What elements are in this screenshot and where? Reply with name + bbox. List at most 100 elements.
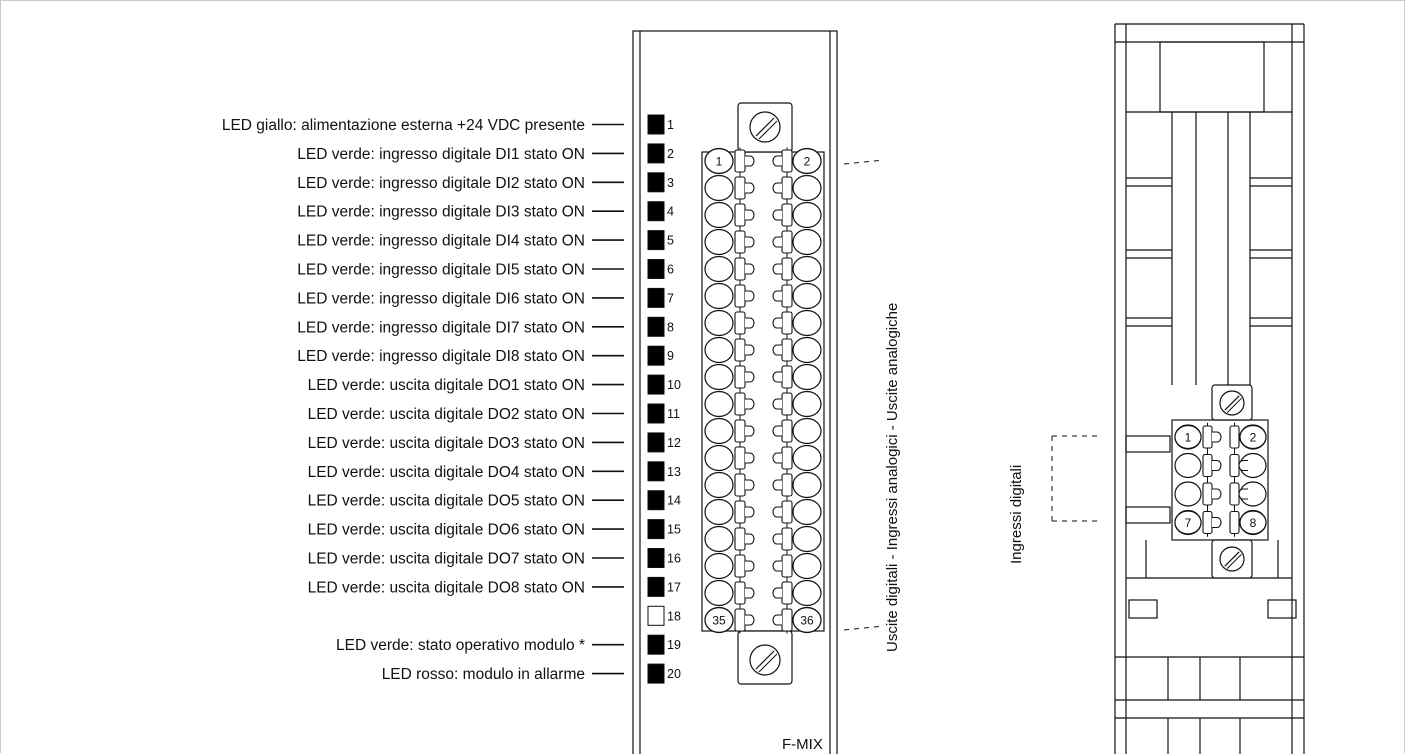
terminal-tab (772, 560, 782, 572)
terminal-screw (792, 255, 822, 283)
terminal-clamp (734, 176, 746, 200)
terminal-screw (704, 471, 734, 499)
terminal-tab (772, 587, 782, 599)
terminal-clamp (781, 608, 793, 632)
terminal-tab (745, 506, 755, 518)
led-11 (647, 403, 665, 424)
terminal-screw (792, 282, 822, 310)
terminal-clamp (734, 554, 746, 578)
led-label: LED verde: uscita digitale DO7 stato ON (308, 551, 585, 568)
terminal-clamp (781, 500, 793, 524)
terminal-screw (704, 282, 734, 310)
led-7 (647, 287, 665, 308)
led-label: LED verde: uscita digitale DO2 stato ON (308, 406, 585, 423)
terminal-screw (792, 552, 822, 580)
terminal-clamp (1229, 482, 1240, 506)
terminal-clamp (1229, 510, 1240, 535)
led-number: 7 (667, 291, 674, 305)
terminal-screw (704, 309, 734, 337)
terminal-tab (745, 533, 755, 545)
side-bottom-fixing-screw (1219, 546, 1245, 572)
terminal-tab (745, 155, 755, 167)
terminal-number: 1 (1185, 430, 1192, 444)
led-number: 18 (667, 609, 681, 623)
led-number: 8 (667, 320, 674, 334)
terminal-tab (745, 614, 755, 626)
terminal-clamp (1229, 453, 1240, 478)
terminal-screw (792, 174, 822, 202)
terminal-tab (1212, 488, 1222, 500)
terminal-clamp (734, 230, 746, 254)
terminal-screw (1174, 452, 1202, 479)
terminal-clamp (781, 203, 793, 227)
terminal-clamp (734, 257, 746, 281)
led-9 (647, 345, 665, 366)
led-15 (647, 519, 665, 540)
side-block-bracket (1051, 435, 1102, 522)
terminal-screw (704, 390, 734, 418)
led-label: LED verde: ingresso digitale DI3 stato O… (297, 204, 585, 221)
terminal-tab (745, 344, 755, 356)
terminal-tab (745, 371, 755, 383)
terminal-clamp (1202, 510, 1213, 535)
terminal-clamp (734, 581, 746, 605)
led-label: LED verde: uscita digitale DO8 stato ON (308, 579, 585, 596)
led-label: LED verde: ingresso digitale DI8 stato O… (297, 348, 585, 365)
terminal-clamp (1202, 453, 1213, 478)
terminal-tab (772, 236, 782, 248)
led-number: 20 (667, 667, 681, 681)
led-number: 3 (667, 176, 674, 190)
led-label: LED verde: ingresso digitale DI1 stato O… (297, 146, 585, 163)
terminal-tab (772, 506, 782, 518)
terminal-clamp (734, 608, 746, 632)
led-label: LED verde: ingresso digitale DI4 stato O… (297, 233, 585, 250)
terminal-tab (1212, 431, 1222, 443)
terminal-clamp (734, 203, 746, 227)
terminal-clamp (734, 500, 746, 524)
terminal-clamp (734, 473, 746, 497)
terminal-screw (704, 255, 734, 283)
top-fixing-screw (749, 111, 781, 143)
module-name: F-MIX (782, 736, 823, 753)
terminal-tab (745, 209, 755, 221)
terminal-screw (704, 417, 734, 445)
terminal-clamp (734, 446, 746, 470)
terminal-clamp (734, 392, 746, 416)
led-number: 13 (667, 465, 681, 479)
led-number: 9 (667, 349, 674, 363)
led-number: 2 (667, 147, 674, 161)
terminal-tab (745, 290, 755, 302)
side-panel (1114, 23, 1305, 754)
led-labels: LED giallo: alimentazione esterna +24 VD… (222, 117, 624, 683)
terminal-screw (792, 471, 822, 499)
terminal-screw (704, 228, 734, 256)
terminal-clamp (781, 527, 793, 551)
led-label: LED verde: ingresso digitale DI2 stato O… (297, 175, 585, 192)
led-19 (647, 634, 665, 655)
terminal-screw (792, 201, 822, 229)
terminal-screw (704, 525, 734, 553)
terminal-clamp (1229, 425, 1240, 449)
terminal-tab (745, 452, 755, 464)
terminal-clamp (781, 446, 793, 470)
terminal-clamp (781, 338, 793, 362)
led-number: 19 (667, 638, 681, 652)
led-label: LED verde: uscita digitale DO1 stato ON (308, 377, 585, 394)
side-block-label: Ingressi digitali (1008, 465, 1025, 564)
main-block-bracket (843, 159, 885, 631)
terminal-screw (704, 363, 734, 391)
terminal-tab (745, 425, 755, 437)
terminal-tab (772, 533, 782, 545)
terminal-clamp (781, 257, 793, 281)
terminal-tab (745, 398, 755, 410)
terminal-tab (745, 317, 755, 329)
terminal-tab (772, 425, 782, 437)
led-label: LED verde: uscita digitale DO3 stato ON (308, 435, 585, 452)
terminal-tab (745, 236, 755, 248)
led-14 (647, 490, 665, 511)
led-label: LED verde: ingresso digitale DI5 stato O… (297, 262, 585, 279)
terminal-screw (1174, 481, 1202, 507)
terminal-tab (1238, 459, 1248, 472)
led-number: 4 (667, 205, 674, 219)
led-number: 15 (667, 523, 681, 537)
